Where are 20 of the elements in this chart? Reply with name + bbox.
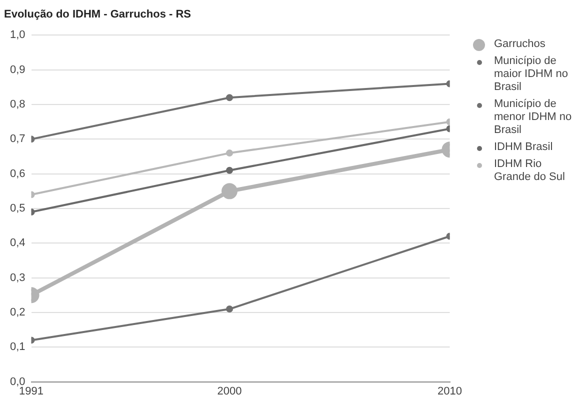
x-tick-label: 1991 bbox=[19, 385, 44, 398]
y-tick-label: 0,8 bbox=[10, 98, 26, 111]
y-tick-label: 1,0 bbox=[10, 29, 26, 42]
chart-title: Evolução do IDHM - Garruchos - RS bbox=[4, 8, 192, 21]
y-tick-label: 0,7 bbox=[10, 133, 26, 146]
y-tick-label: 0,5 bbox=[10, 202, 26, 215]
legend-label: IDHM Rio Grande do Sul bbox=[494, 158, 566, 184]
y-tick-label: 0,9 bbox=[10, 64, 26, 76]
legend-label: IDHM Brasil bbox=[494, 141, 553, 154]
y-tick-label: 0,6 bbox=[10, 168, 26, 180]
legend-label: Município de maior IDHM no Brasil bbox=[494, 55, 569, 94]
x-tick-label: 2000 bbox=[217, 385, 242, 398]
legend-label: Município de menor IDHM no Brasil bbox=[494, 98, 573, 137]
y-tick-label: 0,3 bbox=[10, 272, 26, 284]
y-tick-label: 0,0 bbox=[10, 376, 26, 388]
y-tick-label: 0,2 bbox=[10, 306, 26, 319]
y-tick-label: 0,4 bbox=[10, 237, 26, 250]
y-tick-label: 0,1 bbox=[10, 341, 26, 354]
legend-label: Garruchos bbox=[494, 38, 546, 51]
x-tick-label: 2010 bbox=[438, 385, 462, 398]
